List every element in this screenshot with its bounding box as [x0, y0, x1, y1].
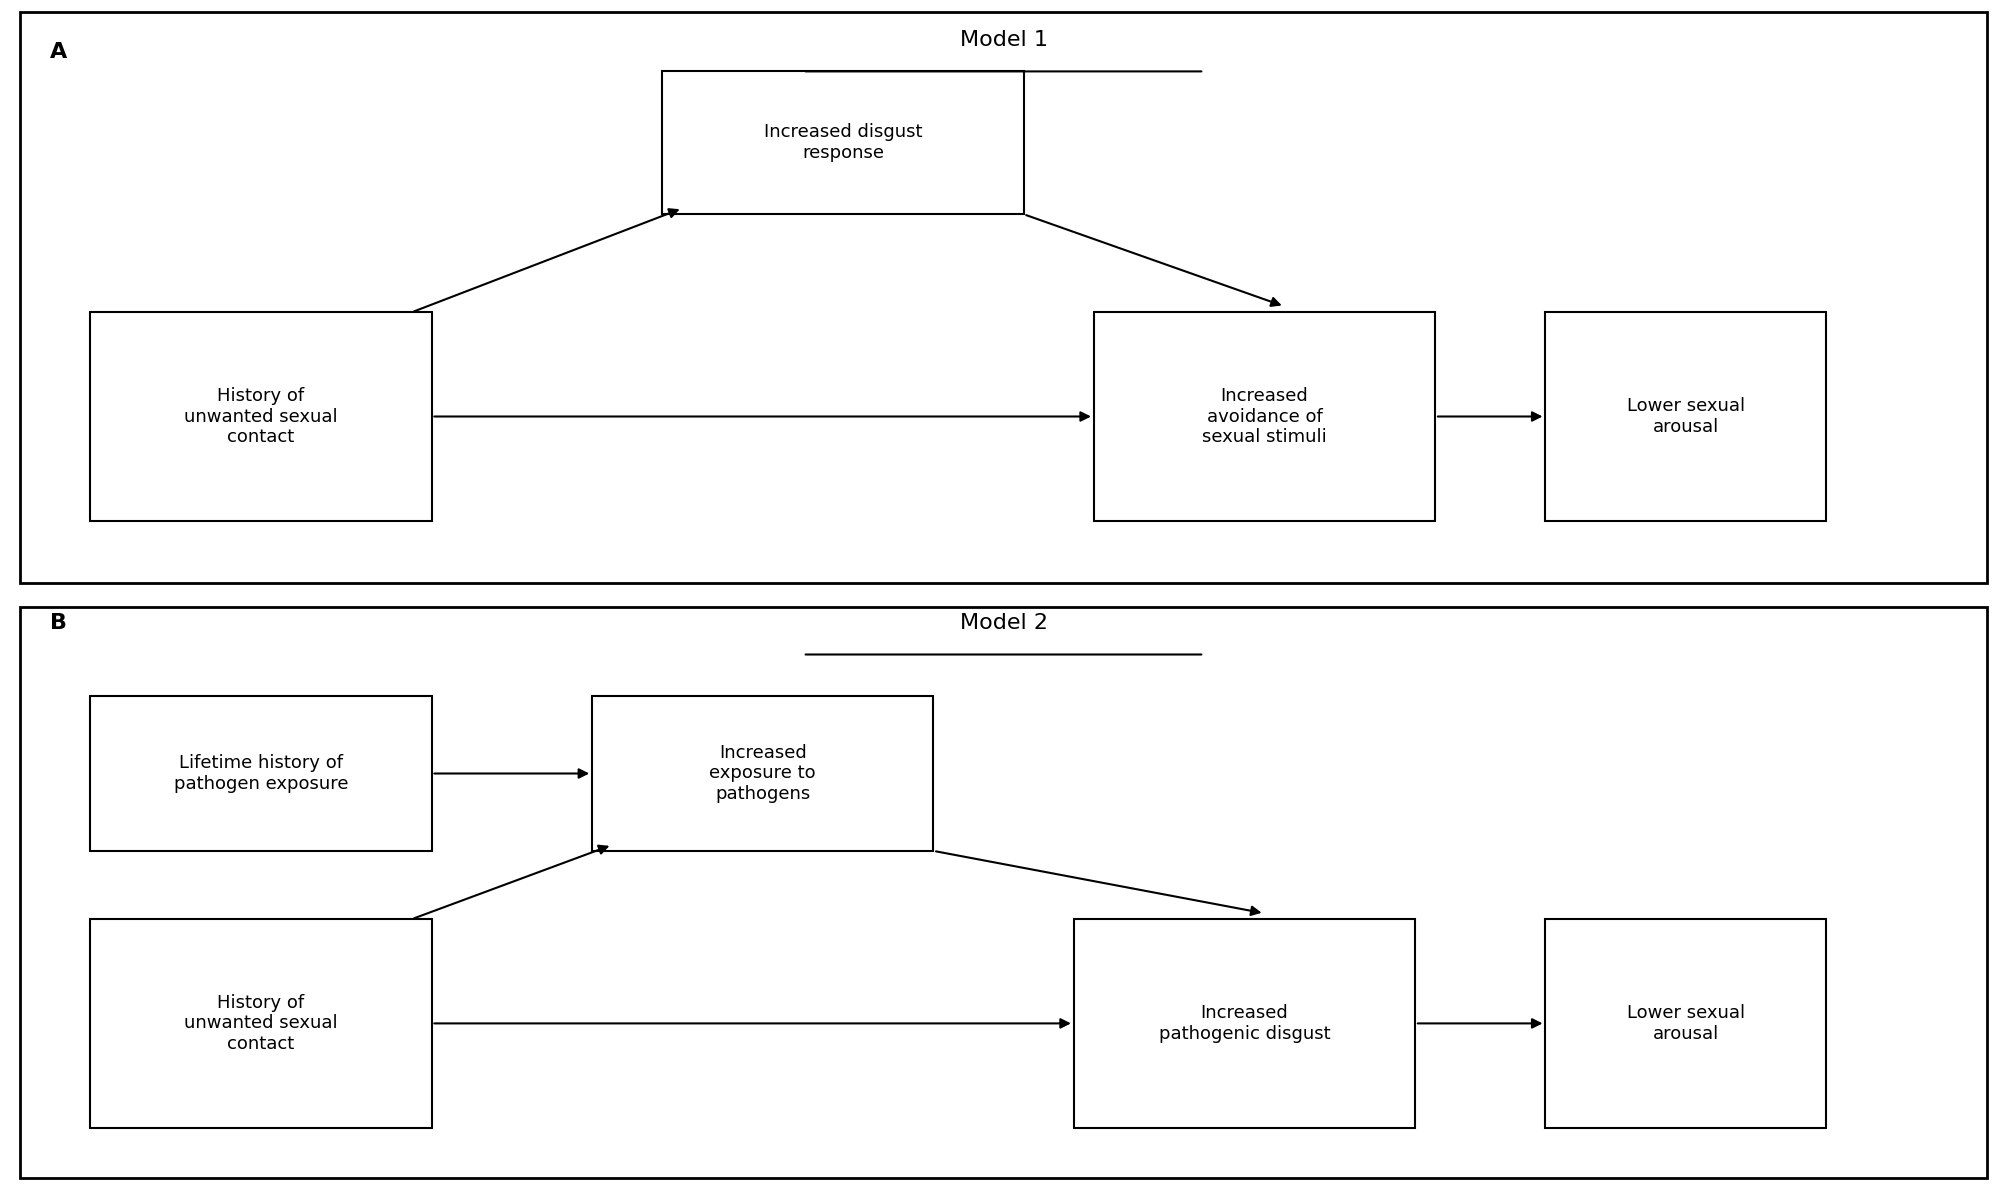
Text: Lower sexual
arousal: Lower sexual arousal	[1628, 1004, 1744, 1042]
Text: Lower sexual
arousal: Lower sexual arousal	[1628, 397, 1744, 436]
Bar	[1094, 312, 1435, 521]
Text: Lifetime history of
pathogen exposure: Lifetime history of pathogen exposure	[175, 754, 347, 793]
Bar	[1074, 919, 1415, 1128]
Bar	[90, 312, 432, 521]
Text: Increased
pathogenic disgust: Increased pathogenic disgust	[1158, 1004, 1331, 1042]
Text: Increased
avoidance of
sexual stimuli: Increased avoidance of sexual stimuli	[1202, 387, 1327, 446]
Text: History of
unwanted sexual
contact: History of unwanted sexual contact	[185, 387, 337, 446]
Bar	[90, 919, 432, 1128]
Bar	[90, 696, 432, 851]
Text: B: B	[50, 613, 66, 633]
Text: History of
unwanted sexual
contact: History of unwanted sexual contact	[185, 994, 337, 1053]
Bar	[662, 71, 1024, 214]
Bar	[1545, 919, 1826, 1128]
Text: Increased
exposure to
pathogens: Increased exposure to pathogens	[708, 744, 817, 803]
Bar	[1545, 312, 1826, 521]
Bar	[592, 696, 933, 851]
Text: Model 1: Model 1	[959, 30, 1048, 50]
Text: Model 2: Model 2	[959, 613, 1048, 633]
Text: A: A	[50, 42, 68, 62]
Text: Increased disgust
response: Increased disgust response	[765, 124, 921, 162]
